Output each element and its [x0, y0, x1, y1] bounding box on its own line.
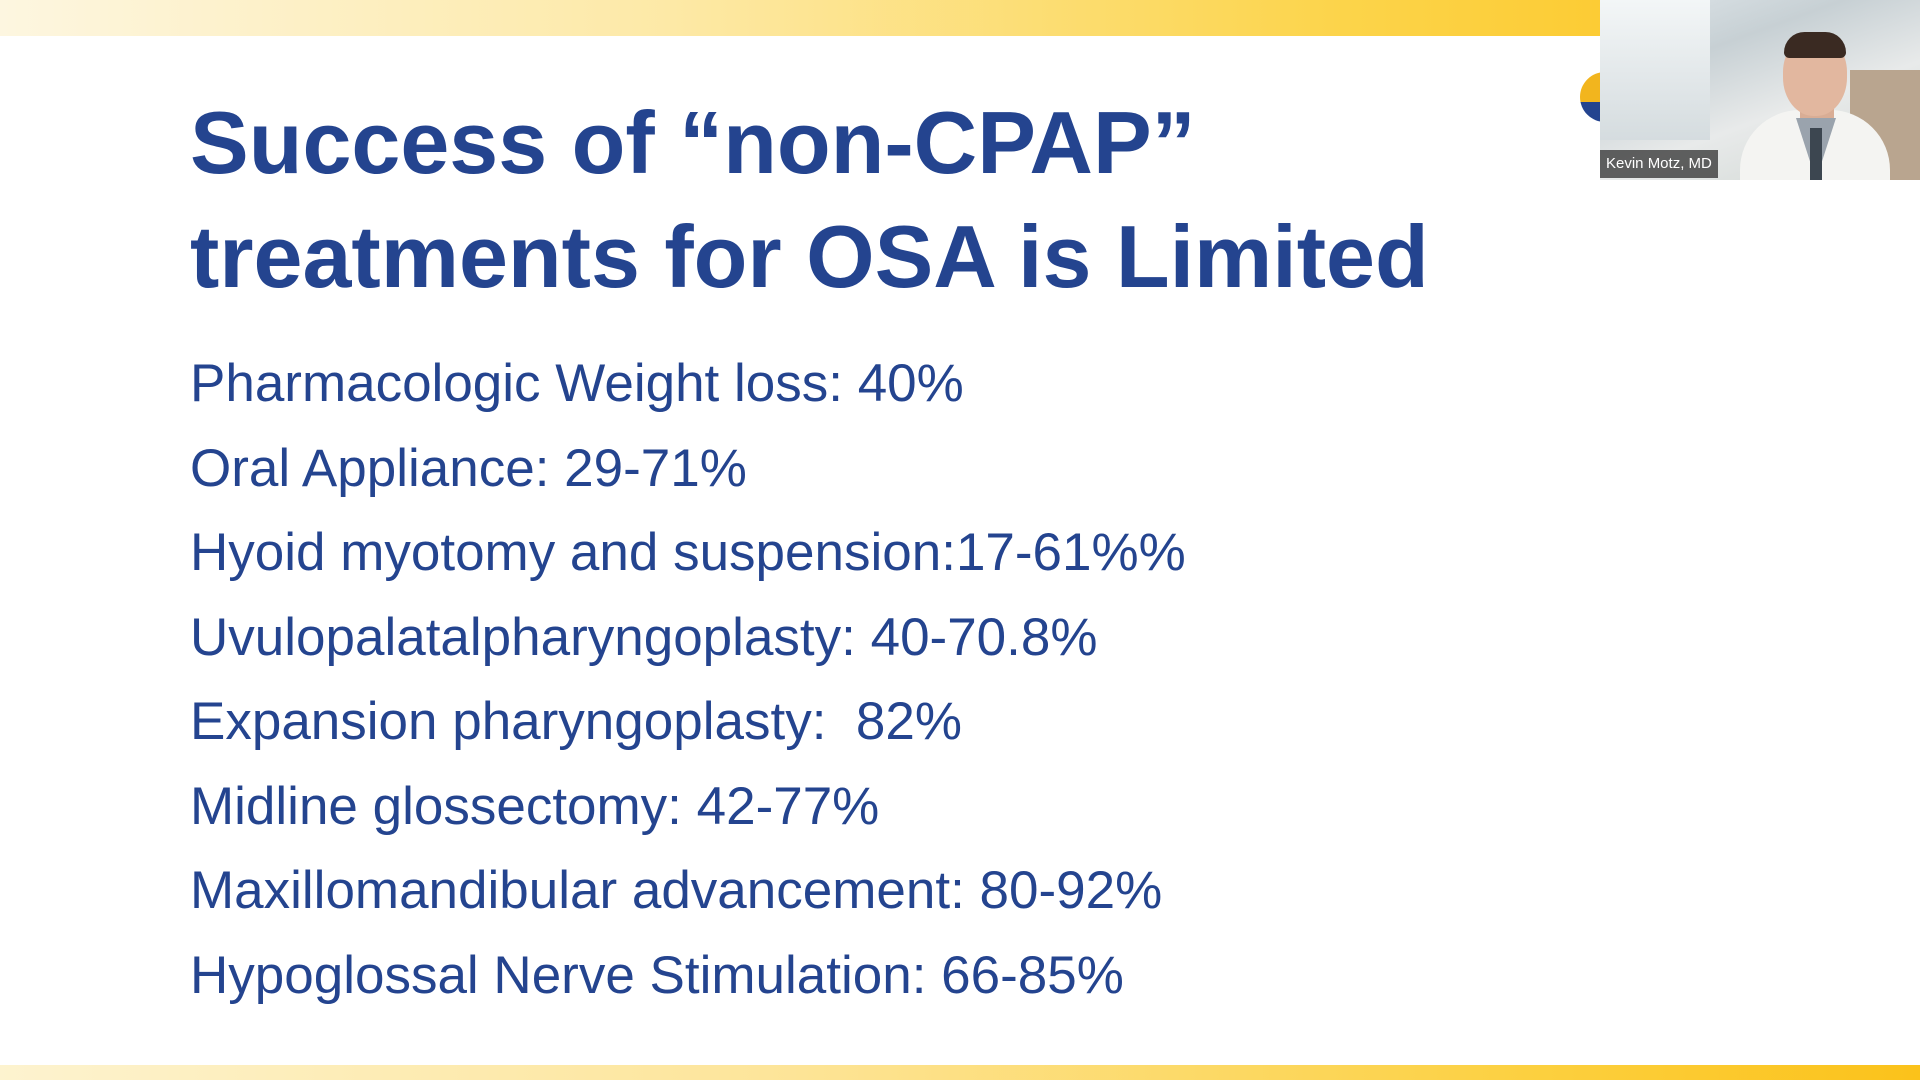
list-item: Expansion pharyngoplasty: 82%: [190, 692, 962, 751]
list-item: Oral Appliance: 29-71%: [190, 438, 747, 498]
bottom-accent-band: [0, 1065, 1920, 1080]
participant-video-tile[interactable]: Kevin Motz, MD: [1600, 0, 1920, 180]
list-item: Hypoglossal Nerve Stimulation: 66-85%: [190, 945, 1124, 1005]
slide-title-line-2: treatments for OSA is Limited: [190, 207, 1429, 306]
participant-name-label: Kevin Motz, MD: [1600, 150, 1718, 178]
slide-title: Success of “non-CPAP” treatments for OSA…: [190, 86, 1590, 314]
list-item: Maxillomandibular advancement: 80-92%: [190, 861, 1163, 920]
list-item: Pharmacologic Weight loss: 40%: [190, 354, 964, 413]
speaker-hair: [1784, 32, 1846, 58]
list-item: Midline glossectomy: 42-77%: [190, 776, 880, 836]
list-item: Uvulopalatalpharyngoplasty: 40-70.8%: [190, 607, 1098, 667]
speaker-tie: [1810, 128, 1822, 180]
treatment-list: Pharmacologic Weight loss: 40% Oral Appl…: [190, 342, 1186, 1018]
slide-title-line-1: Success of “non-CPAP”: [190, 93, 1196, 192]
list-item: Hyoid myotomy and suspension:17-61%%: [190, 523, 1186, 582]
video-background-window: [1600, 0, 1710, 140]
